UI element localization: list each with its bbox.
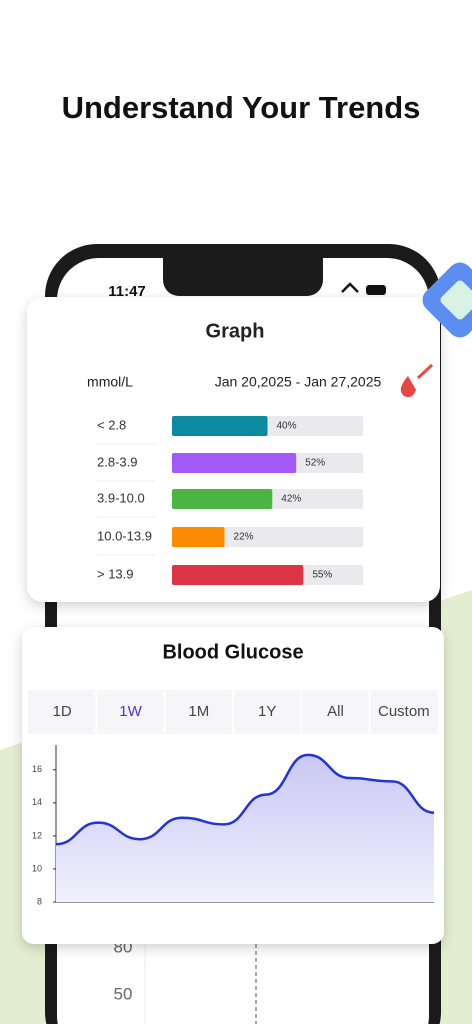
bar-label: 55% (312, 570, 332, 581)
phone-axis-label: 50 (114, 984, 133, 1003)
tab[interactable]: All (327, 703, 344, 720)
range-label: 2.8-3.9 (97, 454, 137, 469)
headline: Understand Your Trends (62, 90, 421, 125)
bar-label: 52% (305, 458, 325, 469)
tab[interactable]: 1W (119, 703, 142, 720)
y-tick-label: 14 (32, 797, 42, 807)
bar (172, 565, 304, 585)
bar-label: 42% (281, 494, 301, 505)
tab[interactable]: Custom (378, 703, 430, 720)
graph-card (27, 297, 440, 602)
tab[interactable]: 1Y (258, 703, 276, 720)
status-time: 11:47 (108, 283, 146, 300)
y-tick-label: 16 (32, 764, 42, 774)
bar (172, 453, 297, 473)
y-tick-label: 10 (32, 863, 42, 873)
wifi-icon (341, 282, 359, 293)
line (55, 753, 435, 846)
date-range: Jan 20,2025 - Jan 27,2025 (215, 374, 382, 390)
range-label: 10.0-13.9 (97, 528, 152, 543)
tab[interactable]: 1D (53, 703, 72, 720)
tab[interactable]: 1M (188, 703, 209, 720)
graph-title: Graph (206, 320, 265, 342)
glucose-title: Blood Glucose (162, 641, 303, 663)
bar-label: 40% (277, 421, 297, 432)
range-label: 3.9-10.0 (97, 490, 145, 505)
bar (172, 489, 273, 509)
range-label: < 2.8 (97, 417, 126, 432)
syringe-icon (400, 262, 472, 398)
bar-label: 22% (234, 532, 254, 543)
bar (172, 527, 225, 547)
y-tick-label: 8 (37, 896, 42, 906)
range-label: > 13.9 (97, 566, 134, 581)
area (56, 754, 434, 902)
y-tick-label: 12 (32, 830, 42, 840)
unit-label: mmol/L (87, 374, 133, 390)
battery-icon (366, 285, 386, 295)
bar (172, 416, 268, 436)
notch (163, 258, 323, 296)
